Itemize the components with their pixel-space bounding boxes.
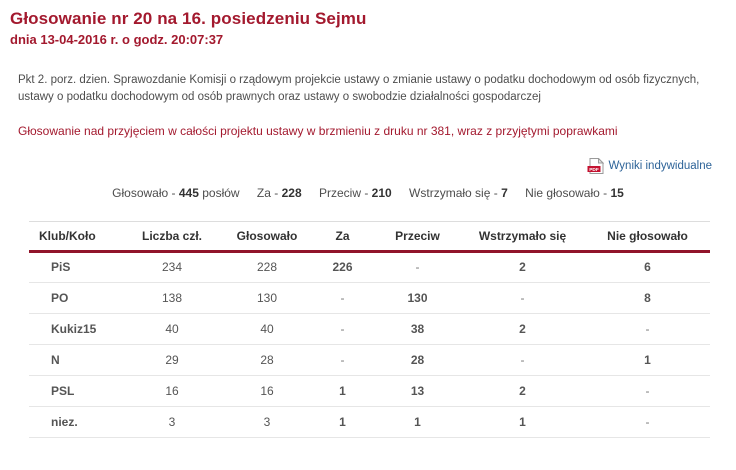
vote-summary: Głosowało - 445 posłów Za - 228 Przeciw … <box>0 186 736 200</box>
table-row: N 29 28 - 28 - 1 <box>29 344 710 376</box>
abstained-count: - <box>460 344 585 376</box>
not-voting-count[interactable]: 6 <box>585 251 710 283</box>
against-count[interactable]: 13 <box>375 375 460 407</box>
vote-results-page: Głosowanie nr 20 na 16. posiedzeniu Sejm… <box>0 9 736 470</box>
club-link-psl[interactable]: PSL <box>29 375 120 407</box>
club-link-kukiz15[interactable]: Kukiz15 <box>29 313 120 345</box>
members-count: 234 <box>120 251 224 283</box>
for-count[interactable]: 1 <box>310 375 375 407</box>
page-subtitle: dnia 13-04-2016 r. o godz. 20:07:37 <box>10 32 224 47</box>
voted-count: 3 <box>224 406 310 438</box>
column-header-against: Przeciw <box>375 221 460 253</box>
pdf-icon: PDF <box>587 157 604 174</box>
column-header-not-voting: Nie głosowało <box>585 221 710 253</box>
table-row: PSL 16 16 1 13 2 - <box>29 375 710 407</box>
not-voting-count: - <box>585 406 710 438</box>
table-row: niez. 3 3 1 1 1 - <box>29 406 710 438</box>
summary-against: Przeciw - 210 <box>318 185 392 200</box>
table-header-row: Klub/Koło Liczba czł. Głosowało Za Przec… <box>29 221 710 253</box>
vote-subject: Głosowanie nad przyjęciem w całości proj… <box>18 123 618 138</box>
abstained-count[interactable]: 2 <box>460 375 585 407</box>
individual-results-row: PDF Wyniki indywidualne <box>0 157 712 177</box>
abstained-count[interactable]: 1 <box>460 406 585 438</box>
column-header-abstained: Wstrzymało się <box>460 221 585 253</box>
voted-count: 130 <box>224 282 310 314</box>
for-count: - <box>310 313 375 345</box>
table-row: PiS 234 228 226 - 2 6 <box>29 251 710 283</box>
members-count: 40 <box>120 313 224 345</box>
table-row: PO 138 130 - 130 - 8 <box>29 282 710 314</box>
individual-results-link[interactable]: PDF Wyniki indywidualne <box>587 157 712 174</box>
not-voting-count[interactable]: 8 <box>585 282 710 314</box>
abstained-count[interactable]: 2 <box>460 313 585 345</box>
for-count: - <box>310 282 375 314</box>
page-title: Głosowanie nr 20 na 16. posiedzeniu Sejm… <box>10 9 367 28</box>
abstained-count[interactable]: 2 <box>460 251 585 283</box>
club-link-pis[interactable]: PiS <box>29 251 120 283</box>
voted-count: 16 <box>224 375 310 407</box>
summary-for: Za - 228 <box>256 185 302 200</box>
club-link-niez[interactable]: niez. <box>29 406 120 438</box>
against-count[interactable]: 28 <box>375 344 460 376</box>
against-count[interactable]: 38 <box>375 313 460 345</box>
voted-count: 228 <box>224 251 310 283</box>
for-count[interactable]: 1 <box>310 406 375 438</box>
club-link-n[interactable]: N <box>29 344 120 376</box>
column-header-members: Liczba czł. <box>120 221 224 253</box>
members-count: 29 <box>120 344 224 376</box>
abstained-count: - <box>460 282 585 314</box>
against-count[interactable]: 130 <box>375 282 460 314</box>
agenda-item-description: Pkt 2. porz. dzien. Sprawozdanie Komisji… <box>18 74 700 104</box>
column-header-voted: Głosowało <box>224 221 310 253</box>
for-count: - <box>310 344 375 376</box>
club-link-po[interactable]: PO <box>29 282 120 314</box>
voted-count: 40 <box>224 313 310 345</box>
table-row: Kukiz15 40 40 - 38 2 - <box>29 313 710 345</box>
voted-count: 28 <box>224 344 310 376</box>
not-voting-count: - <box>585 375 710 407</box>
summary-not-voting: Nie głosowało - 15 <box>525 185 624 200</box>
summary-total: Głosowało - 445 posłów <box>112 185 240 200</box>
pdf-icon-label: PDF <box>589 166 599 172</box>
individual-results-label: Wyniki indywidualne <box>608 159 712 172</box>
summary-abstained: Wstrzymało się - 7 <box>409 185 508 200</box>
members-count: 3 <box>120 406 224 438</box>
column-header-for: Za <box>310 221 375 253</box>
not-voting-count: - <box>585 313 710 345</box>
against-count[interactable]: 1 <box>375 406 460 438</box>
against-count: - <box>375 251 460 283</box>
vote-results-table: Klub/Koło Liczba czł. Głosowało Za Przec… <box>29 220 710 438</box>
for-count[interactable]: 226 <box>310 251 375 283</box>
not-voting-count[interactable]: 1 <box>585 344 710 376</box>
column-header-club: Klub/Koło <box>29 221 120 253</box>
members-count: 138 <box>120 282 224 314</box>
members-count: 16 <box>120 375 224 407</box>
